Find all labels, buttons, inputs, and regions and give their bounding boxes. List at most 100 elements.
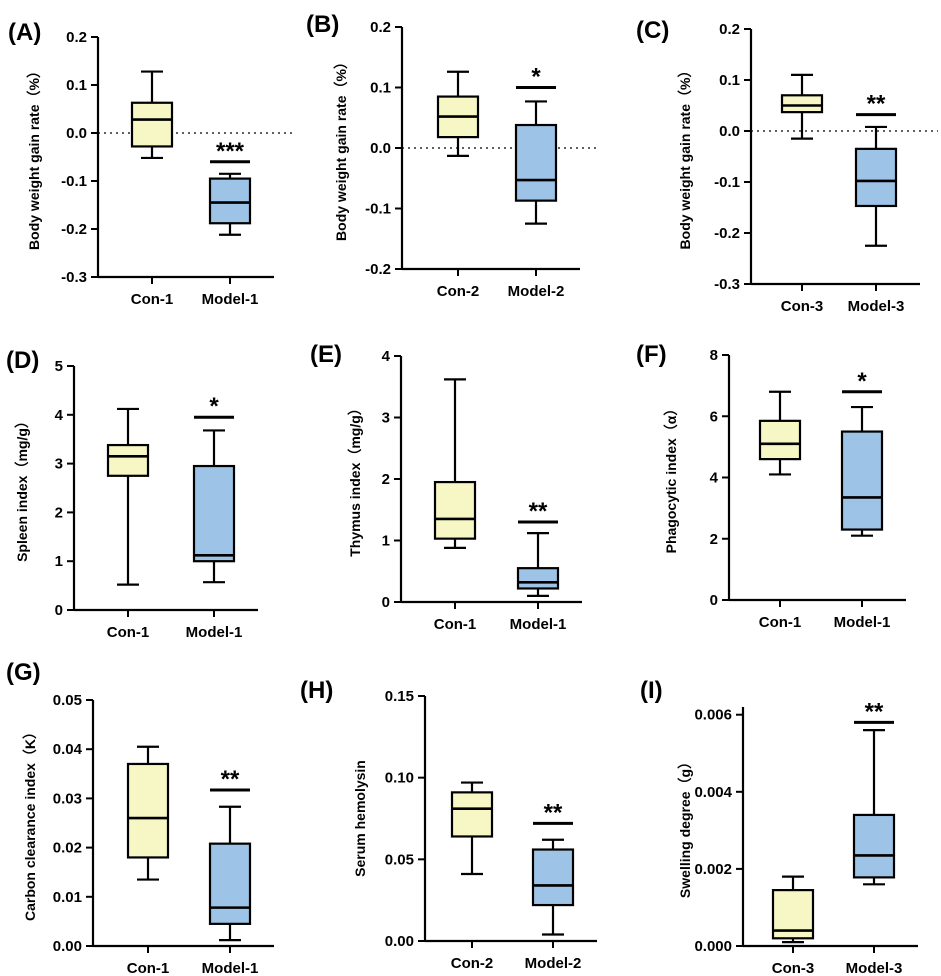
y-axis-title: Serum hemolysin — [352, 760, 368, 877]
iqr-box — [208, 842, 252, 925]
x-tick-label: Con-1 — [127, 960, 170, 976]
model-box: Model-2 — [525, 838, 582, 972]
chart-panel-e: (E) 0 1 2 3 4 Thymus index（mg/g） Con-1 Model-1 ** — [310, 341, 582, 633]
y-tick-label: 0.2 — [719, 21, 740, 38]
y-tick-label: 6 — [710, 408, 718, 425]
iqr-box — [514, 123, 558, 202]
control-box: Con-2 — [437, 70, 479, 300]
y-axis-title: Spleen index（mg/g） — [14, 414, 30, 562]
x-tick-label: Con-1 — [131, 291, 174, 308]
chart-panel-i: (I) 0.000 0.002 0.004 0.006 Swelling degree（g… — [640, 677, 918, 976]
y-tick-label: 4 — [55, 407, 64, 424]
y-tick-label: 0.002 — [694, 861, 732, 878]
y-tick-label: 0.1 — [66, 77, 87, 94]
x-tick-label: Model-2 — [508, 283, 565, 300]
model-box: Model-3 — [848, 125, 904, 315]
significance-label: ** — [529, 498, 548, 525]
y-tick-label: 0.004 — [694, 784, 732, 801]
x-tick-label: Model-1 — [186, 624, 243, 641]
significance-label: * — [531, 64, 541, 91]
y-tick-label: 1 — [382, 533, 390, 550]
y-tick-label: 0.0 — [370, 140, 391, 157]
x-tick-label: Model-1 — [202, 291, 259, 308]
y-tick-label: -0.2 — [61, 221, 87, 238]
y-tick-label: 1 — [55, 553, 63, 570]
x-tick-label: Con-3 — [772, 960, 815, 976]
y-tick-label: 0.15 — [385, 688, 414, 705]
model-box: Model-1 — [186, 429, 243, 641]
y-tick-label: 0.000 — [694, 938, 732, 955]
y-tick-label: 2 — [382, 471, 390, 488]
y-axis-title: Body weight gain rate（%） — [333, 55, 349, 241]
y-tick-label: 0.1 — [370, 80, 391, 97]
iqr-box — [433, 480, 477, 540]
y-tick-label: 4 — [382, 348, 391, 365]
y-axis-title: Thymus index（mg/g） — [347, 401, 363, 557]
iqr-box — [106, 443, 150, 477]
chart-panel-b: (B) 0.2 0.1 0.0 -0.1 -0.2 Body weight gain rat… — [306, 11, 598, 300]
y-tick-label: 0.2 — [370, 19, 391, 36]
y-tick-label: 0.00 — [53, 938, 82, 955]
chart-panel-f: (F) 0 2 4 6 8 Phagocytic index（α） Con-1 Model-1 * — [636, 341, 906, 631]
significance-label: ** — [865, 698, 884, 725]
model-box: Model-1 — [834, 405, 891, 631]
x-tick-label: Con-1 — [107, 624, 150, 641]
significance-label: * — [857, 368, 867, 395]
y-tick-label: 0.05 — [53, 692, 82, 709]
significance-label: ** — [867, 91, 886, 118]
y-tick-label: 0.006 — [694, 707, 732, 724]
panel-label: (A) — [8, 19, 41, 46]
y-tick-label: -0.1 — [61, 173, 87, 190]
panel-label: (C) — [636, 17, 669, 44]
y-tick-label: 0 — [382, 594, 390, 611]
y-tick-label: 5 — [55, 358, 63, 375]
y-tick-label: -0.2 — [365, 261, 391, 278]
panel-label: (G) — [6, 659, 41, 686]
y-tick-label: 0.2 — [66, 29, 87, 46]
chart-panel-h: (H) 0.00 0.05 0.10 0.15 Serum hemolysin Con-2 M… — [300, 677, 597, 972]
panel-label: (D) — [6, 347, 39, 374]
y-tick-label: 0 — [55, 602, 63, 619]
y-tick-label: 0.05 — [385, 851, 414, 868]
y-tick-label: 2 — [710, 531, 718, 548]
y-tick-label: 3 — [55, 456, 63, 473]
x-tick-label: Model-1 — [834, 614, 891, 631]
chart-panel-a: (A) 0.2 0.1 0.0 -0.1 -0.2 -0.3 Body weight gain… — [8, 19, 292, 308]
y-tick-label: 0.0 — [66, 125, 87, 142]
y-tick-label: 0.0 — [719, 123, 740, 140]
control-box: Con-1 — [106, 407, 150, 641]
model-box: Model-2 — [508, 100, 565, 300]
x-tick-label: Model-3 — [846, 960, 903, 976]
control-box: Con-3 — [772, 875, 815, 976]
significance-label: * — [209, 393, 219, 420]
control-box: Con-1 — [758, 390, 802, 631]
y-tick-label: 8 — [710, 347, 718, 364]
panel-label: (I) — [640, 677, 663, 704]
y-tick-label: 0.10 — [385, 770, 414, 787]
iqr-box — [854, 147, 898, 208]
control-box: Con-1 — [433, 378, 477, 633]
iqr-box — [840, 430, 884, 531]
y-tick-label: 0.04 — [53, 741, 83, 758]
y-tick-label: -0.3 — [61, 269, 87, 286]
iqr-box — [516, 567, 560, 590]
y-tick-label: 3 — [382, 410, 390, 427]
x-tick-label: Model-2 — [525, 955, 582, 972]
y-tick-label: 0.02 — [53, 840, 82, 857]
y-tick-label: 0 — [710, 592, 718, 609]
control-box: Con-1 — [131, 70, 174, 308]
chart-panel-d: (D) 0 1 2 3 4 5 Spleen index（mg/g） Con-1 Model-1 * — [6, 347, 258, 641]
y-axis-title: Phagocytic index（α） — [663, 402, 679, 554]
x-tick-label: Con-1 — [434, 616, 477, 633]
iqr-box — [758, 419, 802, 461]
model-box: Model-1 — [510, 532, 566, 633]
y-tick-label: -0.1 — [714, 174, 740, 191]
chart-panel-g: (G) 0.00 0.01 0.02 0.03 0.04 0.05 Carbon cleara… — [6, 659, 274, 976]
model-box: Model-1 — [202, 805, 258, 976]
x-tick-label: Con-3 — [781, 298, 824, 315]
chart-panel-c: (C) 0.2 0.1 0.0 -0.1 -0.2 -0.3 Body weight gain… — [636, 17, 938, 315]
y-axis-title: Carbon clearance index（K） — [22, 725, 38, 921]
y-tick-label: 0.1 — [719, 72, 740, 89]
iqr-box — [126, 762, 170, 859]
